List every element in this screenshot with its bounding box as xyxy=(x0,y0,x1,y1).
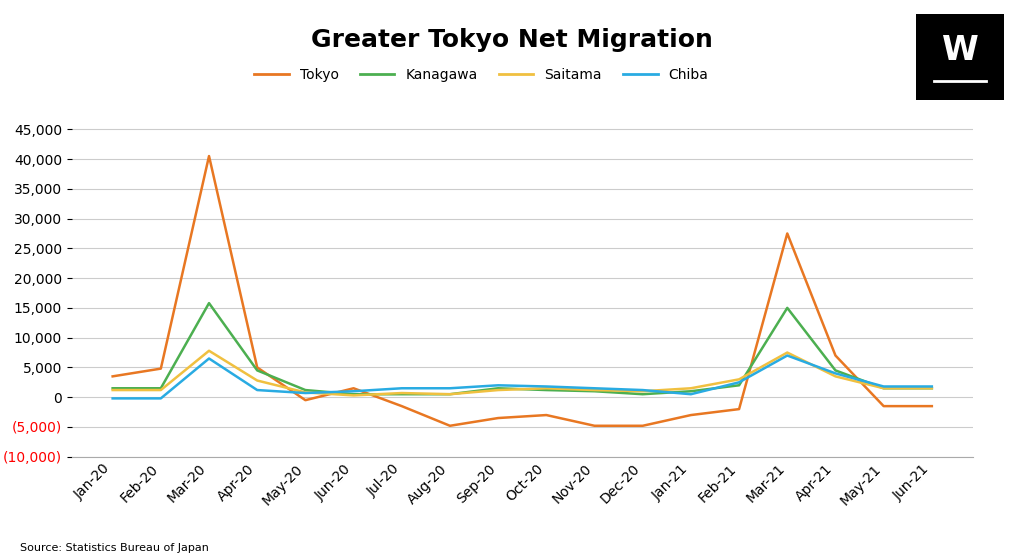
Kanagawa xyxy=(299,387,311,393)
Kanagawa xyxy=(492,385,504,392)
Chiba xyxy=(106,395,119,402)
Tokyo xyxy=(637,422,649,429)
Saitama xyxy=(492,387,504,393)
Saitama xyxy=(829,373,842,380)
Kanagawa xyxy=(781,305,794,311)
Saitama xyxy=(926,385,938,392)
Saitama xyxy=(878,385,890,392)
Chiba xyxy=(155,395,167,402)
Tokyo xyxy=(781,230,794,237)
Tokyo xyxy=(203,153,215,159)
Saitama xyxy=(781,349,794,356)
Saitama xyxy=(443,391,456,398)
Chiba xyxy=(541,383,553,390)
Kanagawa xyxy=(106,385,119,392)
Chiba xyxy=(926,383,938,390)
Kanagawa xyxy=(443,391,456,398)
Tokyo xyxy=(299,397,311,403)
Chiba xyxy=(347,388,359,394)
Kanagawa xyxy=(395,391,408,398)
Kanagawa xyxy=(203,300,215,306)
Kanagawa xyxy=(829,367,842,374)
Line: Kanagawa: Kanagawa xyxy=(113,303,932,394)
Text: Source: Statistics Bureau of Japan: Source: Statistics Bureau of Japan xyxy=(20,544,209,554)
Tokyo xyxy=(106,373,119,380)
Saitama xyxy=(203,348,215,354)
Chiba xyxy=(443,385,456,392)
Saitama xyxy=(637,388,649,394)
Chiba xyxy=(395,385,408,392)
Chiba xyxy=(685,391,697,398)
Saitama xyxy=(733,376,745,383)
Saitama xyxy=(347,392,359,399)
Saitama xyxy=(685,385,697,392)
Tokyo xyxy=(589,422,601,429)
Tokyo xyxy=(541,412,553,418)
Chiba xyxy=(781,352,794,359)
Chiba xyxy=(299,390,311,397)
Kanagawa xyxy=(347,391,359,398)
Kanagawa xyxy=(926,385,938,392)
Tokyo xyxy=(155,365,167,372)
Chiba xyxy=(251,387,263,393)
Saitama xyxy=(251,377,263,384)
Tokyo xyxy=(347,385,359,392)
Saitama xyxy=(589,387,601,393)
Tokyo xyxy=(829,352,842,359)
Tokyo xyxy=(492,415,504,422)
Saitama xyxy=(541,385,553,392)
Saitama xyxy=(155,387,167,393)
Chiba xyxy=(878,383,890,390)
Line: Saitama: Saitama xyxy=(113,351,932,395)
Tokyo xyxy=(685,412,697,418)
Chiba xyxy=(589,385,601,392)
Chiba xyxy=(203,355,215,362)
Kanagawa xyxy=(637,391,649,398)
Line: Tokyo: Tokyo xyxy=(113,156,932,426)
Kanagawa xyxy=(251,367,263,374)
Tokyo xyxy=(926,403,938,409)
Kanagawa xyxy=(733,382,745,389)
Line: Chiba: Chiba xyxy=(113,355,932,398)
Kanagawa xyxy=(155,385,167,392)
Chiba xyxy=(829,370,842,377)
Tokyo xyxy=(395,403,408,409)
Kanagawa xyxy=(685,388,697,394)
Kanagawa xyxy=(878,385,890,392)
Saitama xyxy=(395,390,408,397)
Chiba xyxy=(492,382,504,389)
Tokyo xyxy=(251,364,263,371)
Chiba xyxy=(733,379,745,385)
Legend: Tokyo, Kanagawa, Saitama, Chiba: Tokyo, Kanagawa, Saitama, Chiba xyxy=(249,62,714,88)
Saitama xyxy=(106,387,119,393)
Text: Greater Tokyo Net Migration: Greater Tokyo Net Migration xyxy=(311,28,713,52)
Tokyo xyxy=(733,405,745,412)
Tokyo xyxy=(443,422,456,429)
Kanagawa xyxy=(541,387,553,393)
Chiba xyxy=(637,387,649,393)
Kanagawa xyxy=(589,388,601,394)
Saitama xyxy=(299,389,311,396)
Text: W: W xyxy=(941,33,979,67)
Tokyo xyxy=(878,403,890,409)
